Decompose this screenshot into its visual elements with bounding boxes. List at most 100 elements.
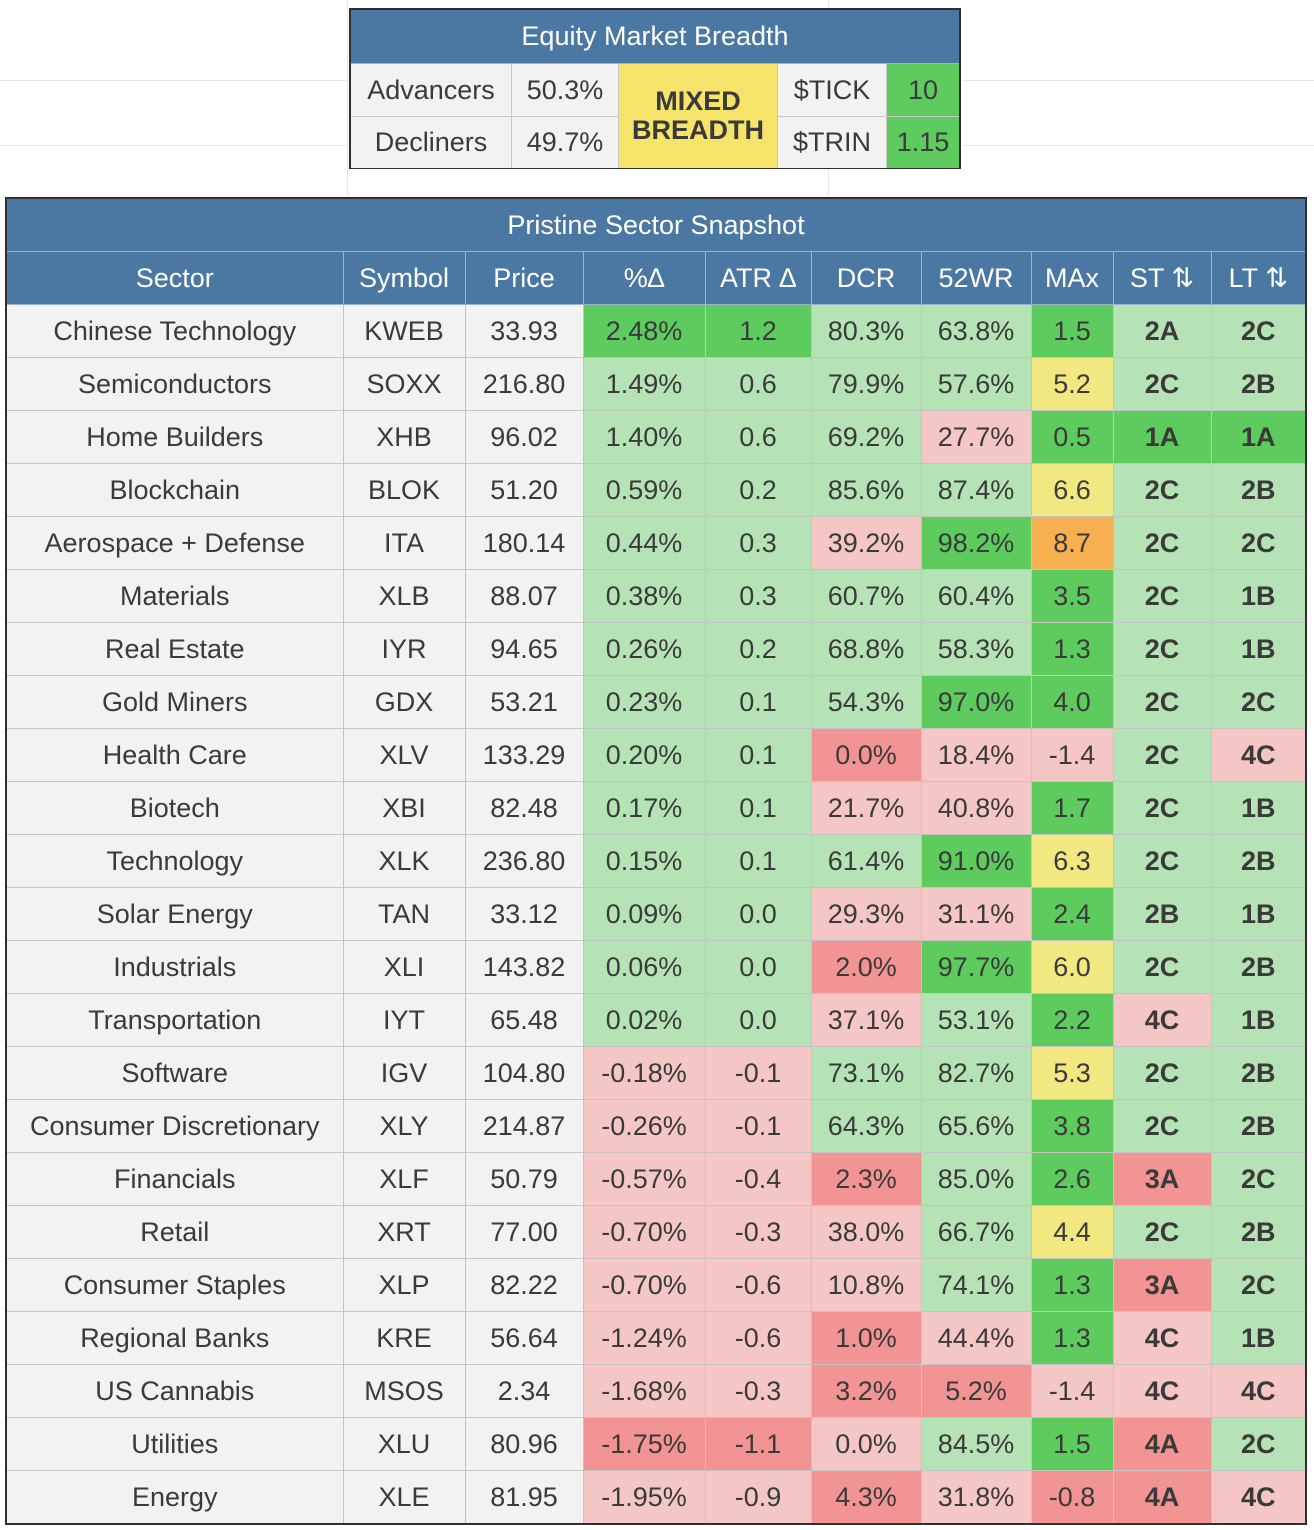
max-cell: 3.8 xyxy=(1031,1099,1114,1153)
sector-cell: Transportation xyxy=(7,993,344,1047)
symbol-cell: XLF xyxy=(343,1152,466,1206)
52wr-cell: 63.8% xyxy=(921,304,1032,358)
sector-cell: Materials xyxy=(7,569,344,623)
max-cell: 5.2 xyxy=(1031,357,1114,411)
tick-value: 10 xyxy=(887,64,959,116)
pct-change-cell: 0.17% xyxy=(583,781,706,835)
lt-cell: 2C xyxy=(1211,1152,1305,1206)
max-cell: 1.5 xyxy=(1031,304,1114,358)
sector-cell: Utilities xyxy=(7,1417,344,1471)
pct-change-cell: 0.26% xyxy=(583,622,706,676)
sector-cell: Gold Miners xyxy=(7,675,344,729)
max-cell: 5.3 xyxy=(1031,1046,1114,1100)
dcr-cell: 1.0% xyxy=(811,1311,922,1365)
table-row: Energy XLE 81.95 -1.95% -0.9 4.3% 31.8% -0.8 4A 4… xyxy=(7,1470,1305,1523)
symbol-cell: XLI xyxy=(343,940,466,994)
col-max[interactable]: MAx xyxy=(1031,252,1114,305)
st-cell: 2C xyxy=(1113,1205,1212,1259)
pct-change-cell: 0.44% xyxy=(583,516,706,570)
table-row: Retail XRT 77.00 -0.70% -0.3 38.0% 66.7% 4.4 2C 2… xyxy=(7,1205,1305,1259)
price-cell: 96.02 xyxy=(465,410,584,464)
st-cell: 4C xyxy=(1113,993,1212,1047)
atr-change-cell: 0.1 xyxy=(705,675,812,729)
st-cell: 4C xyxy=(1113,1311,1212,1365)
price-cell: 50.79 xyxy=(465,1152,584,1206)
col-atr-change[interactable]: ATR ∆ xyxy=(705,252,812,305)
sector-cell: Aerospace + Defense xyxy=(7,516,344,570)
price-cell: 104.80 xyxy=(465,1046,584,1100)
status-line-1: MIXED xyxy=(655,86,741,116)
table-row: Materials XLB 88.07 0.38% 0.3 60.7% 60.4% 3.5 2C… xyxy=(7,569,1305,623)
52wr-cell: 87.4% xyxy=(921,463,1032,517)
table-row: Chinese Technology KWEB 33.93 2.48% 1.2 80.3%… xyxy=(7,304,1305,358)
sector-cell: US Cannabis xyxy=(7,1364,344,1418)
col-symbol[interactable]: Symbol xyxy=(343,252,466,305)
col-pct-change[interactable]: %∆ xyxy=(583,252,706,305)
52wr-cell: 60.4% xyxy=(921,569,1032,623)
lt-cell: 2C xyxy=(1211,1417,1305,1471)
st-cell: 3A xyxy=(1113,1152,1212,1206)
price-cell: 82.48 xyxy=(465,781,584,835)
lt-cell: 1A xyxy=(1211,410,1305,464)
max-cell: 1.7 xyxy=(1031,781,1114,835)
max-cell: 4.4 xyxy=(1031,1205,1114,1259)
atr-change-cell: -0.3 xyxy=(705,1364,812,1418)
dcr-cell: 2.3% xyxy=(811,1152,922,1206)
symbol-cell: TAN xyxy=(343,887,466,941)
market-breadth-panel: Equity Market Breadth Advancers 50.3% De… xyxy=(349,8,961,169)
price-cell: 51.20 xyxy=(465,463,584,517)
max-cell: 2.4 xyxy=(1031,887,1114,941)
st-cell: 2C xyxy=(1113,1099,1212,1153)
col-st-sort[interactable]: ST ⇅ xyxy=(1113,252,1212,305)
sector-cell: Semiconductors xyxy=(7,357,344,411)
lt-cell: 2B xyxy=(1211,1099,1305,1153)
decliners-label: Decliners xyxy=(351,116,512,168)
st-cell: 1A xyxy=(1113,410,1212,464)
dcr-cell: 4.3% xyxy=(811,1470,922,1523)
52wr-cell: 98.2% xyxy=(921,516,1032,570)
table-row: US Cannabis MSOS 2.34 -1.68% -0.3 3.2% 5.2% -1.… xyxy=(7,1364,1305,1418)
atr-change-cell: 0.1 xyxy=(705,781,812,835)
dcr-cell: 38.0% xyxy=(811,1205,922,1259)
atr-change-cell: -0.9 xyxy=(705,1470,812,1523)
52wr-cell: 5.2% xyxy=(921,1364,1032,1418)
sector-cell: Financials xyxy=(7,1152,344,1206)
lt-cell: 2B xyxy=(1211,1046,1305,1100)
st-cell: 2C xyxy=(1113,463,1212,517)
sector-cell: Consumer Staples xyxy=(7,1258,344,1312)
sector-cell: Consumer Discretionary xyxy=(7,1099,344,1153)
lt-cell: 2C xyxy=(1211,516,1305,570)
atr-change-cell: 0.2 xyxy=(705,463,812,517)
col-dcr[interactable]: DCR xyxy=(811,252,922,305)
atr-change-cell: 0.0 xyxy=(705,993,812,1047)
atr-change-cell: -0.6 xyxy=(705,1258,812,1312)
col-sector[interactable]: Sector xyxy=(7,252,344,305)
table-row: Utilities XLU 80.96 -1.75% -1.1 0.0% 84.5% 1.5 4… xyxy=(7,1417,1305,1471)
col-52wr[interactable]: 52WR xyxy=(921,252,1032,305)
52wr-cell: 53.1% xyxy=(921,993,1032,1047)
st-cell: 2C xyxy=(1113,569,1212,623)
price-cell: 82.22 xyxy=(465,1258,584,1312)
lt-cell: 2C xyxy=(1211,1258,1305,1312)
table-row: Financials XLF 50.79 -0.57% -0.4 2.3% 85.0% 2.6… xyxy=(7,1152,1305,1206)
atr-change-cell: -0.4 xyxy=(705,1152,812,1206)
atr-change-cell: 0.1 xyxy=(705,834,812,888)
52wr-cell: 97.7% xyxy=(921,940,1032,994)
advancers-value: 50.3% xyxy=(512,64,619,116)
symbol-cell: XRT xyxy=(343,1205,466,1259)
table-row: Consumer Staples XLP 82.22 -0.70% -0.6 10.8% 7… xyxy=(7,1258,1305,1312)
col-price[interactable]: Price xyxy=(465,252,584,305)
price-cell: 2.34 xyxy=(465,1364,584,1418)
lt-cell: 4C xyxy=(1211,1470,1305,1523)
col-lt-sort[interactable]: LT ⇅ xyxy=(1211,252,1305,305)
pct-change-cell: -0.57% xyxy=(583,1152,706,1206)
max-cell: 1.5 xyxy=(1031,1417,1114,1471)
pct-change-cell: -0.18% xyxy=(583,1046,706,1100)
symbol-cell: XHB xyxy=(343,410,466,464)
st-cell: 2C xyxy=(1113,516,1212,570)
table-row: Industrials XLI 143.82 0.06% 0.0 2.0% 97.7% 6.0… xyxy=(7,940,1305,994)
st-cell: 2C xyxy=(1113,1046,1212,1100)
pct-change-cell: -1.95% xyxy=(583,1470,706,1523)
sector-cell: Biotech xyxy=(7,781,344,835)
st-cell: 2C xyxy=(1113,622,1212,676)
